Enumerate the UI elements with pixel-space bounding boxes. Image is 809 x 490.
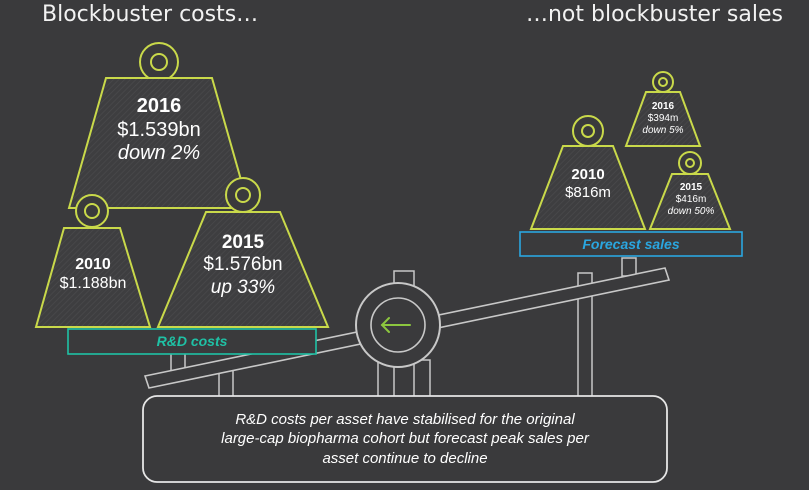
weight-2015-rd-change: up 33% xyxy=(210,276,276,298)
weight-2016-sales-year: 2016 xyxy=(651,101,675,112)
weight-2010-rd-value: $1.188bn xyxy=(59,274,127,292)
weight-2015-sales xyxy=(648,173,732,230)
weight-2015-rd xyxy=(156,211,330,328)
weight-2016-rd-change: down 2% xyxy=(117,142,201,165)
weight-2016-sales xyxy=(624,91,702,147)
weight-2016-sales-change: down 5% xyxy=(642,124,684,136)
heading-not-blockbuster-sales: …not blockbuster sales xyxy=(525,2,783,27)
weight-2010-sales-value: $816m xyxy=(565,183,611,201)
weight-2010-rd-text: 2010 $1.188bn xyxy=(38,256,148,294)
weight-2016-sales-text: 2016 $394m down 5% xyxy=(633,101,693,136)
weight-2015-rd-value: $1.576bn xyxy=(203,254,283,276)
weight-2015-rd-text: 2015 $1.576bn up 33% xyxy=(176,232,310,299)
rd-costs-label: R&D costs xyxy=(156,333,228,349)
caption-text: R&D costs per asset have stabilised for … xyxy=(221,411,589,467)
forecast-sales-bar xyxy=(519,231,743,257)
weight-2016-rd-text: 2016 $1.539bn down 2% xyxy=(88,95,230,166)
weight-2015-sales-year: 2015 xyxy=(679,182,703,193)
weight-2015-sales-text: 2015 $416m down 50% xyxy=(658,182,724,217)
right-support-post-top xyxy=(621,257,637,277)
caption: R&D costs per asset have stabilised for … xyxy=(143,396,667,482)
weight-2016-rd-value: $1.539bn xyxy=(117,118,201,141)
heading-blockbuster-costs: Blockbuster costs… xyxy=(42,2,259,27)
forecast-sales-label: Forecast sales xyxy=(582,236,680,252)
weight-2010-rd xyxy=(34,227,152,328)
weight-2015-rd-year: 2015 xyxy=(221,232,265,253)
caption-box xyxy=(142,395,668,483)
weight-2016-rd-year: 2016 xyxy=(136,95,182,117)
weight-2016-sales-value: $394m xyxy=(647,112,679,124)
weight-2010-sales-year: 2010 xyxy=(571,166,605,183)
weight-2015-sales-value: $416m xyxy=(675,193,707,205)
weight-2015-sales-change: down 50% xyxy=(667,205,715,217)
weight-2010-sales xyxy=(529,145,647,230)
weight-2010-rd-year: 2010 xyxy=(75,256,111,273)
rd-costs-bar xyxy=(67,328,317,355)
arrow-left-icon xyxy=(380,317,411,333)
weight-2010-sales-text: 2010 $816m xyxy=(548,166,628,201)
